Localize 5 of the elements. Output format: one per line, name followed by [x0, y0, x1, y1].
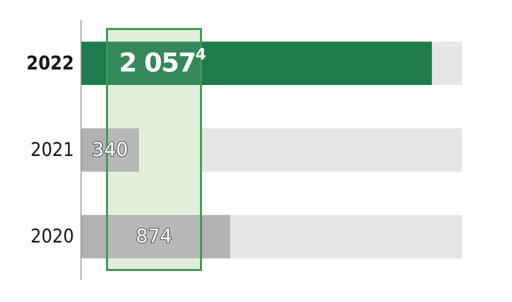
data-label: 874	[136, 226, 172, 248]
data-label: 2 057$^{4}$	[119, 45, 206, 78]
y-tick-label: 2021	[30, 139, 74, 161]
y-tick-label: 2020	[30, 226, 74, 248]
y-tick-label: 2022	[26, 52, 74, 74]
